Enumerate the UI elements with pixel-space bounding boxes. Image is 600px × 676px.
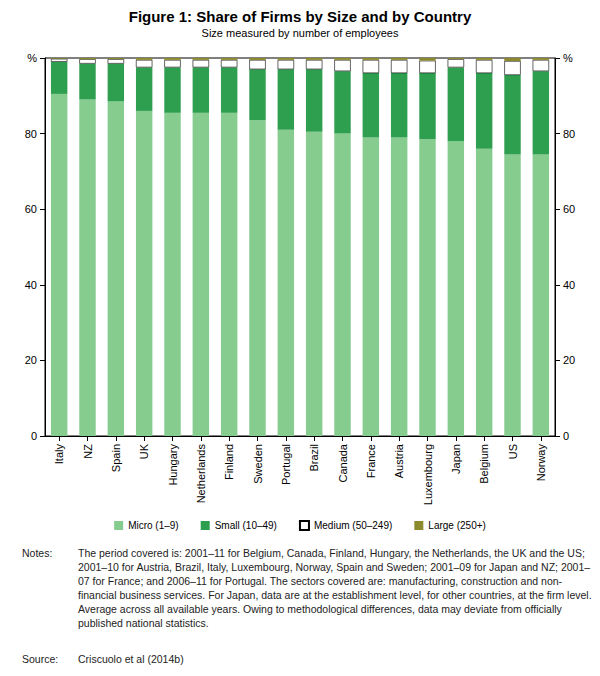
svg-text:Japan: Japan xyxy=(450,444,462,474)
svg-text:%: % xyxy=(27,52,37,64)
svg-text:Belgium: Belgium xyxy=(478,444,490,484)
svg-text:40: 40 xyxy=(25,279,37,291)
svg-text:Large (250+): Large (250+) xyxy=(428,520,486,531)
svg-text:0: 0 xyxy=(563,430,569,442)
svg-text:Austria: Austria xyxy=(393,443,405,478)
svg-text:0: 0 xyxy=(31,430,37,442)
svg-text:US: US xyxy=(507,444,519,459)
svg-text:20: 20 xyxy=(563,354,575,366)
svg-text:Italy: Italy xyxy=(53,444,65,465)
svg-text:60: 60 xyxy=(563,203,575,215)
svg-text:Finland: Finland xyxy=(223,444,235,480)
svg-text:Canada: Canada xyxy=(337,443,349,482)
svg-text:Netherlands: Netherlands xyxy=(195,444,207,504)
svg-text:UK: UK xyxy=(138,443,150,459)
svg-text:Medium (50–249): Medium (50–249) xyxy=(314,520,392,531)
svg-text:Hungary: Hungary xyxy=(167,444,179,486)
svg-text:Micro (1–9): Micro (1–9) xyxy=(128,520,179,531)
svg-text:Sweden: Sweden xyxy=(252,444,264,484)
svg-text:Figure 1: Share of Firms by Si: Figure 1: Share of Firms by Size and by … xyxy=(129,8,472,25)
html-text:Notes:: Notes: xyxy=(22,547,53,559)
svg-text:80: 80 xyxy=(563,128,575,140)
svg-text:60: 60 xyxy=(25,203,37,215)
svg-text:Spain: Spain xyxy=(110,444,122,472)
html-text:Source:: Source: xyxy=(22,653,59,665)
svg-text:NZ: NZ xyxy=(82,444,94,459)
svg-text:Size measured by number of emp: Size measured by number of employees xyxy=(202,27,399,39)
svg-text:%: % xyxy=(563,52,573,64)
svg-text:Norway: Norway xyxy=(535,444,547,482)
svg-text:Small (10–49): Small (10–49) xyxy=(215,520,277,531)
svg-text:20: 20 xyxy=(25,354,37,366)
svg-text:Portugal: Portugal xyxy=(280,444,292,485)
html-text:The period covered is: 2001–11: The period covered is: 2001–11 for Belgi… xyxy=(78,547,592,629)
svg-text:Brazil: Brazil xyxy=(308,444,320,472)
svg-text:Luxembourg: Luxembourg xyxy=(422,444,434,505)
svg-text:40: 40 xyxy=(563,279,575,291)
html-text:Criscuolo et al (2014b): Criscuolo et al (2014b) xyxy=(78,653,184,665)
svg-text:80: 80 xyxy=(25,128,37,140)
svg-text:France: France xyxy=(365,444,377,478)
